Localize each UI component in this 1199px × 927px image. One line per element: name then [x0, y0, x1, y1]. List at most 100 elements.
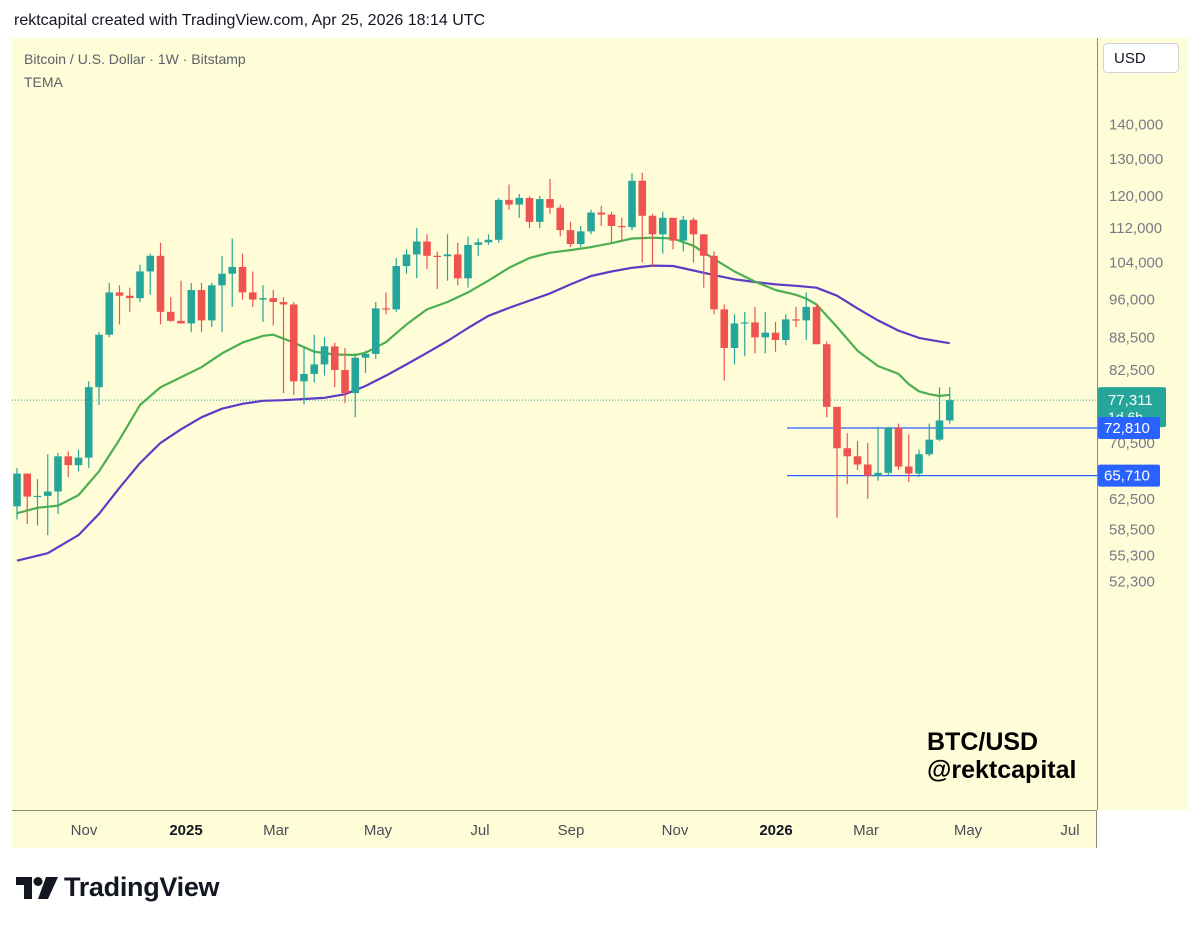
candle[interactable] — [341, 347, 349, 404]
candle[interactable] — [833, 406, 841, 518]
candle[interactable] — [740, 311, 749, 357]
candle[interactable] — [474, 238, 483, 256]
candle[interactable] — [628, 173, 636, 231]
candle[interactable] — [515, 194, 524, 218]
candle[interactable] — [710, 251, 718, 315]
candle[interactable] — [484, 234, 493, 245]
candle[interactable] — [289, 302, 298, 395]
candle[interactable] — [443, 234, 452, 281]
candle[interactable] — [351, 353, 360, 418]
candle[interactable] — [433, 251, 442, 290]
candle[interactable] — [105, 282, 114, 338]
candle[interactable] — [904, 434, 913, 483]
candle[interactable] — [556, 204, 565, 237]
candle[interactable] — [699, 234, 708, 288]
level-price-label: 65,710 — [1104, 468, 1150, 485]
candle[interactable] — [925, 423, 934, 457]
candle[interactable] — [597, 205, 606, 226]
candle[interactable] — [761, 311, 770, 354]
candle[interactable] — [371, 302, 380, 359]
candle[interactable] — [730, 314, 739, 365]
candle[interactable] — [269, 290, 278, 326]
candle[interactable] — [505, 184, 513, 210]
candle[interactable] — [494, 197, 503, 243]
candle[interactable] — [546, 178, 554, 214]
candle[interactable] — [453, 242, 462, 286]
candle[interactable] — [720, 304, 729, 381]
candle[interactable] — [300, 347, 308, 405]
candle[interactable] — [43, 454, 52, 536]
candle[interactable] — [248, 271, 257, 307]
candle[interactable] — [279, 297, 288, 394]
candle[interactable] — [228, 238, 237, 307]
candle[interactable] — [884, 426, 893, 476]
candle[interactable] — [617, 217, 626, 242]
candle[interactable] — [166, 297, 175, 322]
candle[interactable] — [259, 285, 267, 322]
candle[interactable] — [330, 342, 339, 388]
candle[interactable] — [894, 423, 903, 471]
candle[interactable] — [812, 304, 821, 345]
candle[interactable] — [423, 234, 431, 270]
candle[interactable] — [95, 332, 103, 406]
candle[interactable] — [915, 449, 923, 478]
candle[interactable] — [320, 337, 329, 376]
candle[interactable] — [525, 196, 534, 229]
candle[interactable] — [802, 292, 811, 340]
candle[interactable] — [115, 285, 124, 325]
candle[interactable] — [689, 217, 698, 263]
time-axis[interactable] — [12, 810, 1097, 848]
candle[interactable] — [412, 228, 421, 279]
candle[interactable] — [361, 350, 370, 373]
candle[interactable] — [874, 426, 882, 481]
candle[interactable] — [822, 341, 831, 418]
currency-selector[interactable]: USD — [1103, 43, 1179, 73]
candle[interactable] — [23, 473, 32, 525]
candle[interactable] — [576, 225, 585, 248]
candle[interactable] — [402, 249, 411, 274]
candle[interactable] — [310, 334, 319, 383]
candle[interactable] — [464, 236, 472, 288]
candle[interactable] — [607, 211, 616, 243]
candle[interactable] — [751, 306, 759, 354]
candle[interactable] — [74, 449, 83, 472]
candle[interactable] — [84, 381, 93, 468]
candle[interactable] — [638, 172, 647, 263]
candle[interactable] — [535, 196, 544, 229]
candle[interactable] — [54, 452, 62, 514]
candle[interactable] — [136, 264, 144, 303]
x-tick-label: Jul — [1060, 822, 1079, 839]
candle[interactable] — [125, 287, 134, 312]
candle[interactable] — [177, 280, 185, 324]
candle[interactable] — [679, 215, 688, 252]
candle[interactable] — [146, 253, 155, 295]
candle[interactable] — [218, 255, 226, 333]
candle[interactable] — [197, 282, 206, 333]
chart-plot-area[interactable] — [12, 38, 1097, 810]
candle[interactable] — [587, 209, 595, 235]
candle[interactable] — [566, 221, 575, 248]
candle[interactable] — [792, 306, 800, 327]
candle[interactable] — [658, 211, 667, 254]
candle[interactable] — [392, 257, 401, 312]
candle[interactable] — [843, 433, 852, 485]
indicator-name[interactable]: TEMA — [24, 74, 63, 90]
candle[interactable] — [207, 282, 216, 327]
candle[interactable] — [863, 442, 872, 499]
candle[interactable] — [33, 479, 42, 526]
candle[interactable] — [648, 213, 657, 267]
candle[interactable] — [935, 387, 944, 441]
candle[interactable] — [64, 451, 73, 478]
tradingview-logo[interactable]: TradingView — [16, 872, 220, 903]
candle[interactable] — [945, 387, 954, 424]
y-tick-label: 62,500 — [1109, 491, 1155, 508]
candle[interactable] — [156, 242, 165, 325]
candle[interactable] — [781, 314, 790, 346]
candle[interactable] — [669, 217, 677, 250]
candle[interactable] — [853, 440, 862, 471]
candle[interactable] — [238, 253, 247, 300]
candle[interactable] — [382, 292, 390, 315]
candle[interactable] — [13, 467, 21, 520]
candle[interactable] — [187, 282, 196, 333]
candle[interactable] — [771, 321, 780, 352]
